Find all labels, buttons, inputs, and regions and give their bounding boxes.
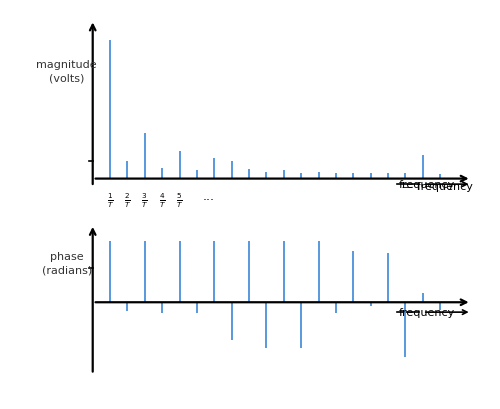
Text: $\frac{1}{T}$: $\frac{1}{T}$ [106, 191, 114, 210]
Text: $\frac{4}{T}$: $\frac{4}{T}$ [159, 191, 166, 210]
Text: — frequency: — frequency [402, 182, 473, 192]
Text: phase
(radians): phase (radians) [42, 252, 92, 275]
Text: ...: ... [202, 189, 214, 202]
Text: frequency: frequency [398, 308, 455, 317]
Text: magnitude
(volts): magnitude (volts) [36, 60, 97, 83]
Text: $\frac{3}{T}$: $\frac{3}{T}$ [142, 191, 148, 210]
Text: frequency: frequency [398, 180, 455, 190]
Text: $\frac{2}{T}$: $\frac{2}{T}$ [124, 191, 131, 210]
Text: $\frac{5}{T}$: $\frac{5}{T}$ [176, 191, 183, 210]
